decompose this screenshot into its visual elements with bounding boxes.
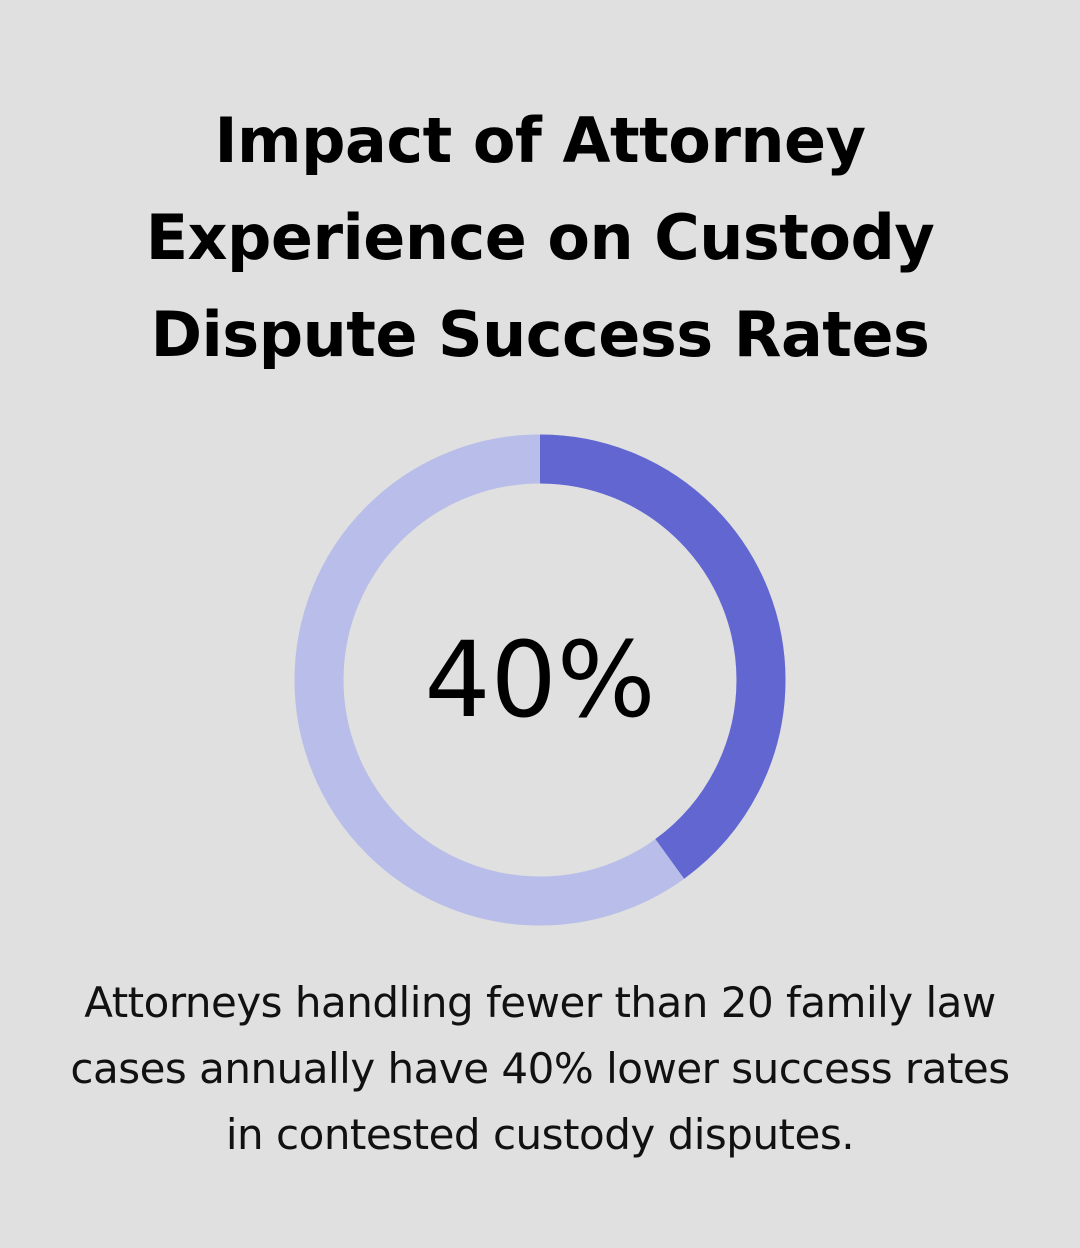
title-line: Impact of Attorney	[214, 104, 866, 177]
donut-center-label: 40%	[424, 619, 655, 741]
title-line: Dispute Success Rates	[150, 298, 930, 371]
donut-value-slice	[294, 434, 786, 926]
caption-line: in contested custody disputes.	[225, 1110, 855, 1159]
caption-line: Attorneys handling fewer than 20 family …	[84, 978, 996, 1027]
donut-chart: 40%	[294, 434, 786, 926]
chart-title: Impact of Attorney Experience on Custody…	[0, 92, 1080, 383]
chart-caption: Attorneys handling fewer than 20 family …	[40, 970, 1040, 1168]
title-line: Experience on Custody	[145, 201, 935, 274]
caption-line: cases annually have 40% lower success ra…	[70, 1044, 1010, 1093]
